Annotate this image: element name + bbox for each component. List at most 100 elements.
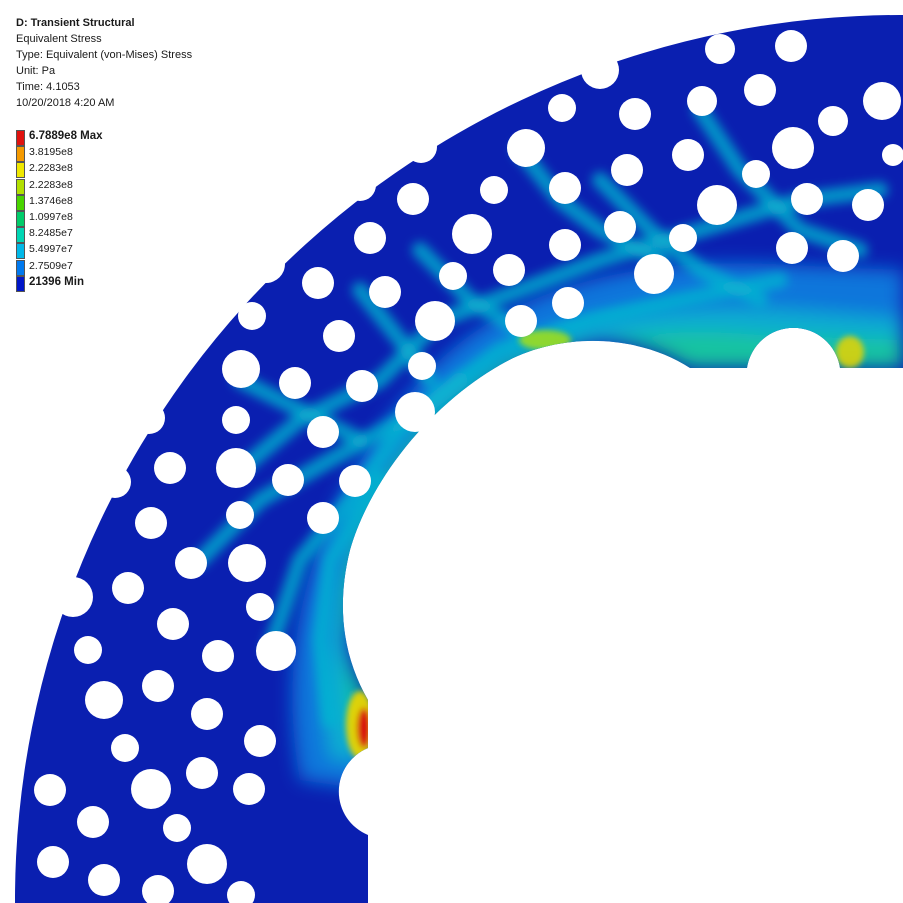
legend-swatch — [16, 162, 25, 179]
hole — [791, 183, 823, 215]
hole — [818, 106, 848, 136]
hole — [238, 302, 266, 330]
hole — [549, 229, 581, 261]
hole — [415, 301, 455, 341]
hole — [53, 577, 93, 617]
hole — [852, 189, 884, 221]
load-path — [232, 182, 888, 478]
legend-label: 5.4997e7 — [29, 243, 73, 256]
hole — [175, 547, 207, 579]
hole — [142, 875, 174, 903]
legend-label: 1.3746e8 — [29, 194, 73, 207]
hole — [634, 254, 674, 294]
legend-label: 6.7889e8 Max — [29, 130, 103, 142]
hole — [346, 370, 378, 402]
hole — [323, 320, 355, 352]
hole — [604, 211, 636, 243]
hole — [233, 773, 265, 805]
legend-swatch — [16, 243, 25, 260]
legend-label: 2.2283e8 — [29, 178, 73, 191]
hole — [163, 814, 191, 842]
hole — [549, 172, 581, 204]
hole — [742, 160, 770, 188]
legend-swatch — [16, 227, 25, 244]
legend-label: 2.2283e8 — [29, 162, 73, 175]
legend-swatch — [16, 194, 25, 211]
hole — [247, 245, 285, 283]
hole — [744, 74, 776, 106]
hole — [131, 769, 171, 809]
hole — [99, 466, 131, 498]
hole — [611, 154, 643, 186]
result-unit: Unit: Pa — [16, 65, 56, 77]
hole — [339, 465, 371, 497]
hole — [863, 82, 901, 120]
legend-swatch — [16, 210, 25, 227]
hole — [405, 131, 437, 163]
load-path — [232, 372, 368, 448]
hole — [354, 222, 386, 254]
hole — [157, 608, 189, 640]
hole — [142, 670, 174, 702]
cutout-holes — [34, 30, 903, 903]
hole — [37, 846, 69, 878]
hole — [154, 452, 186, 484]
hole — [133, 402, 165, 434]
hole — [302, 267, 334, 299]
load-path — [692, 102, 868, 258]
legend-label: 2.7509e7 — [29, 259, 73, 272]
hole — [85, 681, 123, 719]
hole — [191, 698, 223, 730]
hole — [187, 844, 227, 884]
hole — [408, 352, 436, 380]
hole — [34, 774, 66, 806]
hole — [272, 464, 304, 496]
hole — [246, 593, 274, 621]
hole — [697, 185, 737, 225]
result-time: Time: 4.1053 — [16, 81, 80, 93]
load-path — [312, 472, 388, 728]
stress-hotspots — [346, 330, 864, 759]
hole — [672, 139, 704, 171]
hole — [882, 144, 903, 166]
hole — [369, 276, 401, 308]
hole — [772, 127, 814, 169]
hole — [112, 572, 144, 604]
hotspot-yellow-right — [836, 336, 864, 368]
hole — [552, 287, 584, 319]
hole — [480, 176, 508, 204]
hole — [228, 544, 266, 582]
hole — [222, 350, 260, 388]
legend-swatch — [16, 178, 25, 195]
hole — [619, 98, 651, 130]
load-path — [592, 172, 768, 308]
hole — [669, 224, 697, 252]
hole — [687, 86, 717, 116]
analysis-title: D: Transient Structural — [16, 17, 135, 29]
hole — [88, 864, 120, 896]
hole — [202, 640, 234, 672]
hole — [505, 305, 537, 337]
hole — [581, 51, 619, 89]
result-date: 10/20/2018 4:20 AM — [16, 97, 115, 109]
hole — [227, 881, 255, 903]
result-type: Type: Equivalent (von-Mises) Stress — [16, 49, 193, 61]
hole — [548, 94, 576, 122]
hole — [397, 183, 429, 215]
legend-label: 3.8195e8 — [29, 146, 73, 159]
hole — [256, 631, 296, 671]
hole — [827, 240, 859, 272]
hole — [186, 757, 218, 789]
hole — [507, 129, 545, 167]
legend-swatch — [16, 146, 25, 163]
legend-swatch — [16, 130, 25, 146]
legend-swatch — [16, 259, 25, 276]
hole — [74, 636, 102, 664]
legend-label: 21396 Min — [29, 275, 84, 288]
hole — [279, 367, 311, 399]
hole — [493, 254, 525, 286]
hole — [111, 734, 139, 762]
